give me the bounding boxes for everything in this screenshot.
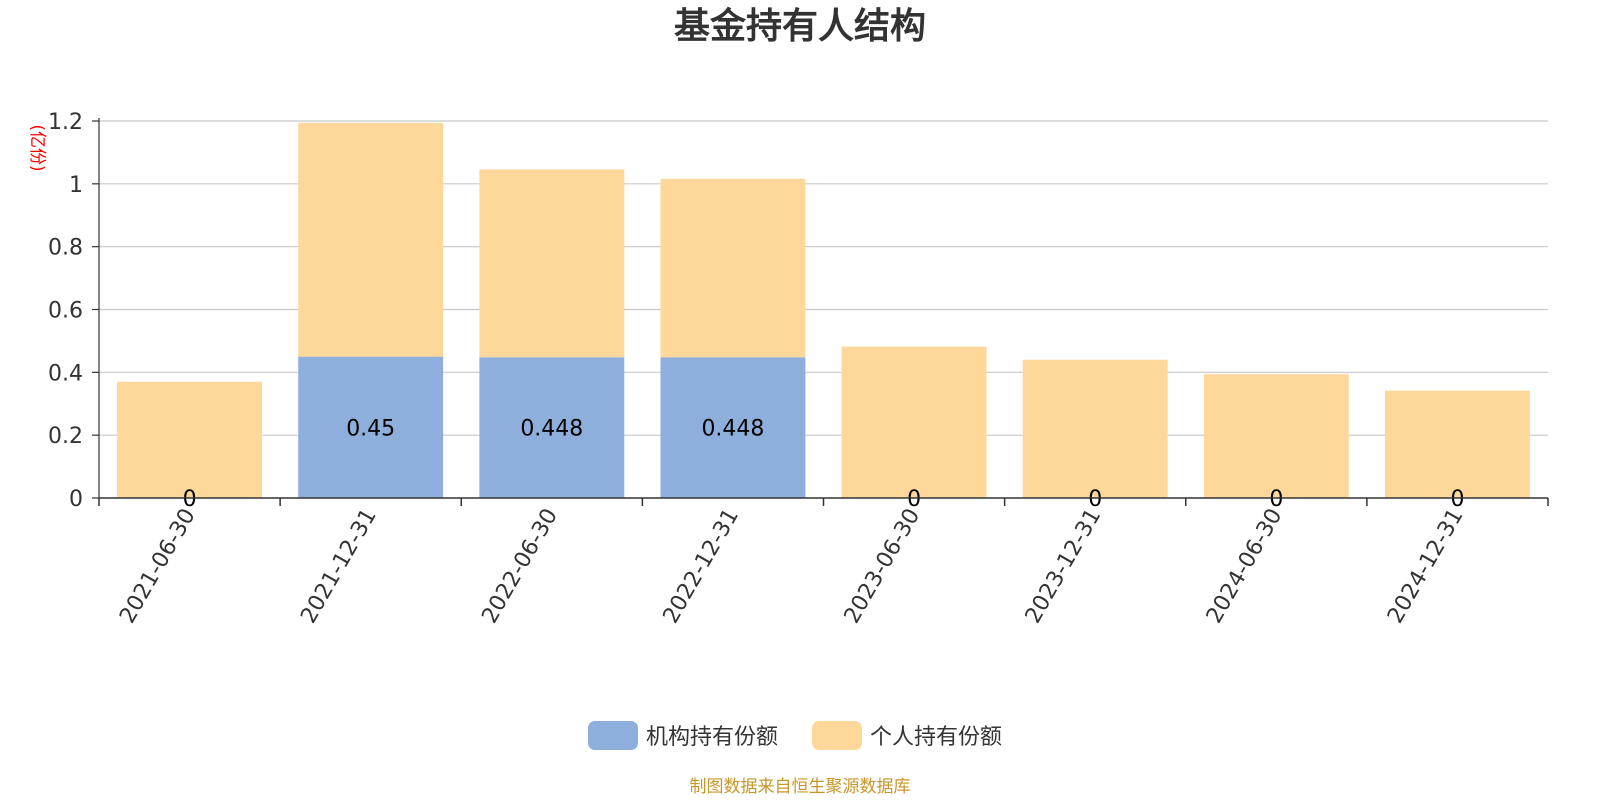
legend-swatch <box>812 721 862 750</box>
bars-layer <box>117 122 1530 498</box>
bar-value-label: 0 <box>183 487 197 512</box>
bar-institutional <box>479 357 625 498</box>
bar-individual <box>117 381 263 498</box>
bar-value-label: 0 <box>1450 487 1464 512</box>
x-tick-label: 2022-06-30 <box>477 505 563 628</box>
bar-individual <box>841 346 987 498</box>
legend-swatch <box>588 721 638 750</box>
y-tick-label: 0.2 <box>48 424 83 449</box>
bar-labels-layer: 0 0.45 0.448 0.448 0 0 0 0 <box>183 416 1465 512</box>
y-tick-labels: 0 0.2 0.4 0.6 0.8 1 1.2 <box>48 110 83 512</box>
x-tick-labels: 2021-06-30 2021-12-31 2022-06-30 2022-12-31… <box>115 505 1468 628</box>
bar-individual <box>660 178 806 358</box>
bar-individual <box>1022 359 1168 498</box>
bar-value-label: 0.448 <box>520 417 583 442</box>
y-tick-label: 0.8 <box>48 236 83 261</box>
bar-individual <box>1203 374 1349 498</box>
x-tick-label: 2022-12-31 <box>659 505 745 628</box>
x-tick-label: 2024-06-30 <box>1202 505 1288 628</box>
x-tick-label: 2023-12-31 <box>1021 505 1107 628</box>
legend-label: 个人持有份额 <box>870 725 1002 750</box>
bar-individual <box>479 169 625 358</box>
legend: 机构持有份额 个人持有份额 <box>588 721 1002 750</box>
axes-layer <box>98 118 1549 506</box>
bar-value-label: 0 <box>1088 487 1102 512</box>
bar-individual <box>298 122 444 357</box>
source-note: 制图数据来自恒生聚源数据库 <box>690 777 911 797</box>
x-tick-label: 2023-06-30 <box>840 505 926 628</box>
bar-value-label: 0.448 <box>701 417 764 442</box>
bar-value-label: 0 <box>907 487 921 512</box>
bar-institutional <box>298 356 444 498</box>
bar-institutional <box>660 357 806 498</box>
y-tick-label: 1.2 <box>48 110 83 135</box>
y-axis-unit-label: (亿份) <box>27 124 47 171</box>
x-tick-label: 2021-06-30 <box>115 505 201 628</box>
x-tick-label: 2021-12-31 <box>296 505 382 628</box>
chart-title: 基金持有人结构 <box>674 5 926 47</box>
y-tick-label: 0.4 <box>48 361 83 386</box>
y-tick-label: 0 <box>69 487 83 512</box>
legend-label: 机构持有份额 <box>646 725 778 750</box>
y-tick-label: 0.6 <box>48 299 83 324</box>
bar-value-label: 0.45 <box>346 416 395 441</box>
x-tick-label: 2024-12-31 <box>1383 505 1469 628</box>
bar-value-label: 0 <box>1269 487 1283 512</box>
y-tick-label: 1 <box>69 173 83 198</box>
bar-individual <box>1384 390 1530 498</box>
